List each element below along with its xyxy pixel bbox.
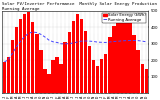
- Bar: [68, 32, 71, 94]
- Bar: [64, 42, 67, 94]
- Bar: [120, 17, 124, 94]
- Bar: [3, 62, 6, 94]
- Text: Solar PV/Inverter Performance  Monthly Solar Energy Production Running Average: Solar PV/Inverter Performance Monthly So…: [2, 2, 157, 11]
- Bar: [80, 19, 83, 94]
- Bar: [108, 37, 112, 94]
- Bar: [76, 14, 79, 94]
- Bar: [112, 26, 116, 94]
- Bar: [35, 34, 39, 94]
- Bar: [11, 40, 14, 94]
- Bar: [72, 21, 75, 94]
- Bar: [116, 22, 120, 94]
- Bar: [92, 60, 95, 94]
- Bar: [136, 50, 140, 94]
- Bar: [51, 60, 55, 94]
- Bar: [7, 57, 10, 94]
- Bar: [88, 46, 91, 94]
- Legend: Solar Energy (kWh), Running Average: Solar Energy (kWh), Running Average: [102, 13, 146, 23]
- Bar: [39, 50, 43, 94]
- Bar: [43, 69, 47, 94]
- Bar: [23, 14, 26, 94]
- Bar: [145, 70, 148, 94]
- Bar: [19, 19, 22, 94]
- Bar: [132, 35, 136, 94]
- Bar: [96, 66, 99, 94]
- Bar: [100, 59, 103, 94]
- Bar: [59, 64, 63, 94]
- Bar: [31, 22, 35, 94]
- Bar: [124, 18, 128, 94]
- Bar: [27, 12, 30, 94]
- Bar: [84, 30, 87, 94]
- Bar: [140, 64, 144, 94]
- Bar: [128, 23, 132, 94]
- Bar: [55, 57, 59, 94]
- Bar: [104, 54, 108, 94]
- Bar: [47, 74, 51, 94]
- Bar: [15, 27, 18, 94]
